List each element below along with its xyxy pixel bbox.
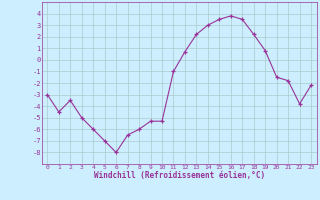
- X-axis label: Windchill (Refroidissement éolien,°C): Windchill (Refroidissement éolien,°C): [94, 171, 265, 180]
